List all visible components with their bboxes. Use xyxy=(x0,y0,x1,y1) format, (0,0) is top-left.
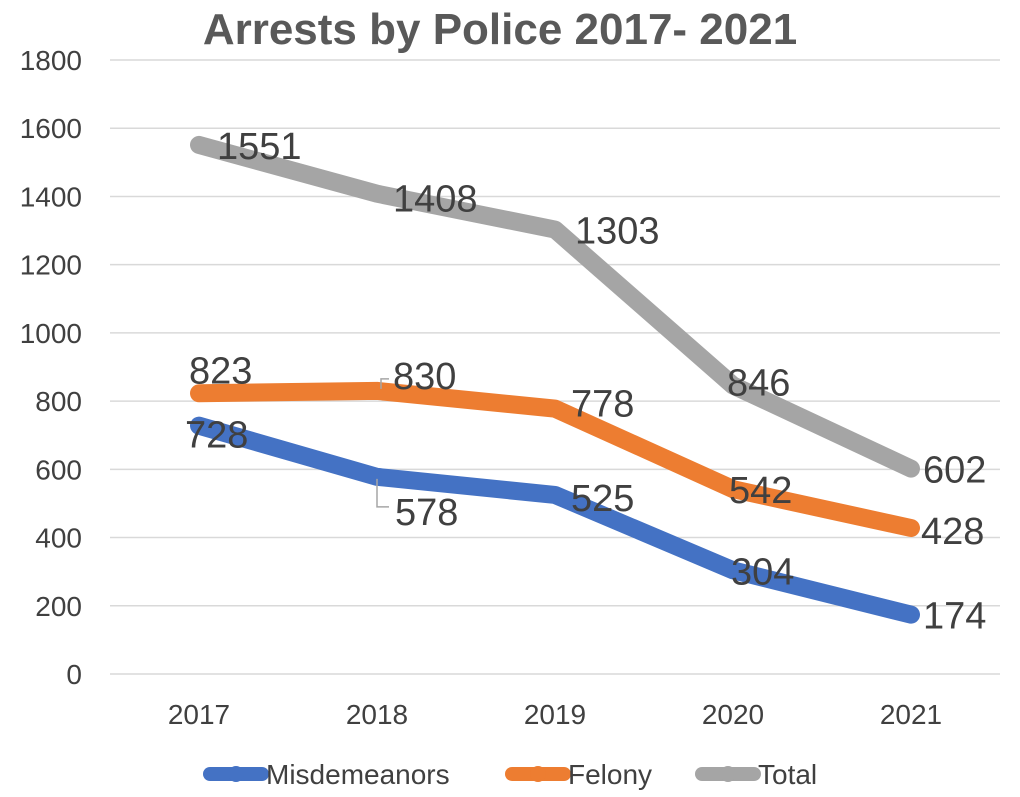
data-label-misdemeanors-2020: 304 xyxy=(731,551,794,593)
x-axis-tick-labels: 2017 2018 2019 2020 2021 xyxy=(168,699,942,730)
legend-label-felony: Felony xyxy=(568,759,652,790)
data-label-felony-2021: 428 xyxy=(921,511,984,553)
data-label-felony-2020: 542 xyxy=(729,470,792,512)
series-line-felony xyxy=(190,381,920,538)
legend-label-misdemeanors: Misdemeanors xyxy=(266,759,450,790)
data-label-leader-lines xyxy=(376,378,389,508)
data-label-total-2017: 1551 xyxy=(217,126,302,168)
data-label-total-2020: 846 xyxy=(727,362,790,404)
data-label-total-2019: 1303 xyxy=(575,211,660,253)
x-tick-label: 2020 xyxy=(702,699,764,730)
y-tick-label: 200 xyxy=(35,591,82,622)
y-tick-label: 1600 xyxy=(20,113,82,144)
legend-label-total: Total xyxy=(758,759,817,790)
data-label-misdemeanors-2021: 174 xyxy=(923,596,986,638)
legend: Misdemeanors Felony Total xyxy=(203,759,817,790)
leader-line-misdemeanors-2018 xyxy=(376,478,389,508)
legend-marker-felony xyxy=(530,766,546,782)
data-label-felony-2019: 778 xyxy=(571,384,634,426)
y-tick-label: 1800 xyxy=(20,45,82,76)
leader-line-felony-2018 xyxy=(380,378,389,389)
data-label-misdemeanors-2017: 728 xyxy=(185,415,248,457)
y-tick-label: 1200 xyxy=(20,250,82,281)
data-labels: 728 578 525 304 174 823 830 778 542 428 1551 1408 13… xyxy=(185,126,986,638)
y-tick-label: 1000 xyxy=(20,318,82,349)
series-line-misdemeanors xyxy=(190,416,920,624)
data-label-total-2018: 1408 xyxy=(393,179,478,221)
chart-title: Arrests by Police 2017- 2021 xyxy=(203,5,797,54)
legend-marker-total xyxy=(720,766,736,782)
series-lines xyxy=(190,135,920,624)
x-tick-label: 2018 xyxy=(346,699,408,730)
x-tick-label: 2017 xyxy=(168,699,230,730)
data-label-felony-2018: 830 xyxy=(393,356,456,398)
y-tick-label: 800 xyxy=(35,386,82,417)
y-axis-tick-labels: 0 200 400 600 800 1000 1200 1400 1600 1800 xyxy=(20,45,82,690)
x-tick-label: 2021 xyxy=(880,699,942,730)
data-label-misdemeanors-2019: 525 xyxy=(571,478,634,520)
data-label-total-2021: 602 xyxy=(923,450,986,492)
y-tick-label: 400 xyxy=(35,523,82,554)
y-tick-label: 1400 xyxy=(20,181,82,212)
data-label-misdemeanors-2018: 578 xyxy=(395,492,458,534)
y-tick-label: 600 xyxy=(35,454,82,485)
series-line-total xyxy=(190,135,920,478)
y-tick-label: 0 xyxy=(66,659,82,690)
data-label-felony-2017: 823 xyxy=(189,350,252,392)
legend-marker-misdemeanors xyxy=(228,766,244,782)
x-tick-label: 2019 xyxy=(524,699,586,730)
